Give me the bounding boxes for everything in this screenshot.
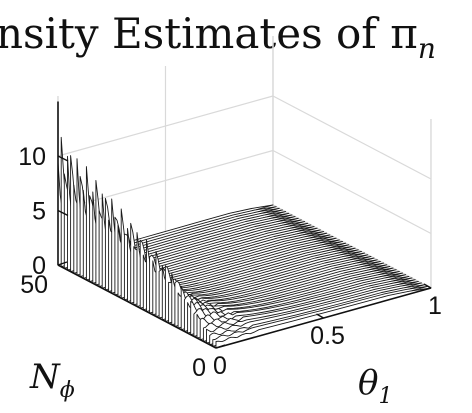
chart-title: nsity Estimates of πn <box>0 9 436 65</box>
chart-title-subscript: n <box>418 32 436 65</box>
n-tick-label-0: 50 <box>20 271 48 299</box>
y-axis-label-subscript: ϕ <box>60 378 75 403</box>
series-layer <box>58 137 431 348</box>
x-axis-label: θ1 <box>358 363 392 409</box>
y-axis-label: Nϕ <box>29 357 75 403</box>
z-tick-label-1: 5 <box>32 198 46 226</box>
chart-title-main: nsity Estimates of π <box>0 9 418 58</box>
grid-line-z-side-2 <box>273 96 431 179</box>
y-axis-label-main: N <box>29 357 61 397</box>
theta-tick-label-1: 0.5 <box>310 322 345 350</box>
theta-tick-label-2: 1 <box>428 292 442 320</box>
x-axis-label-main: θ <box>358 363 378 403</box>
theta-tick-label-0: 0 <box>213 352 227 380</box>
x-axis-label-subscript: 1 <box>378 384 392 409</box>
n-tick-label-1: 0 <box>192 354 206 382</box>
z-tick-label-2: 10 <box>18 143 46 171</box>
